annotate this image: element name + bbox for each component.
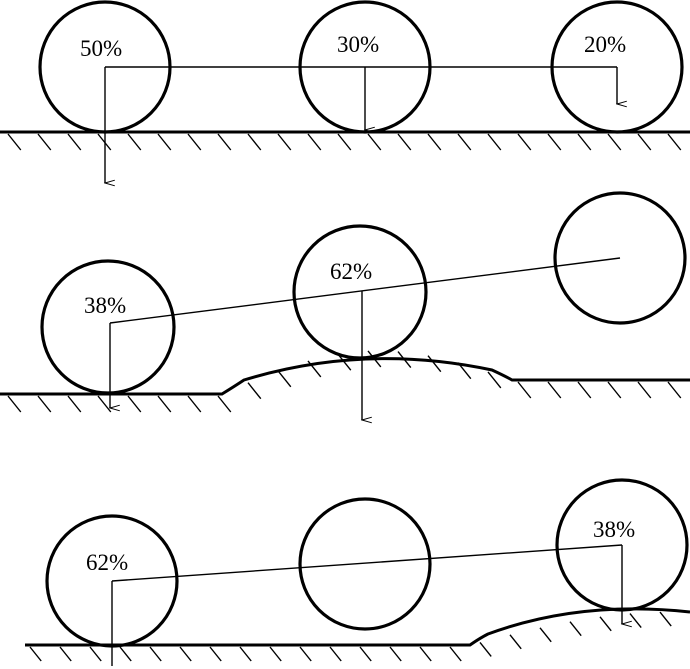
ground-hatch-mark	[89, 646, 102, 662]
ground-hatch-mark	[157, 395, 172, 413]
load-label-middle-middle: 62%	[330, 259, 372, 284]
ground-hatch-mark	[247, 133, 262, 151]
ground-hatch-mark	[329, 646, 342, 662]
ground-hatch-mark	[577, 133, 592, 151]
ground-hatch-mark	[629, 613, 642, 629]
ground-hatch-mark	[427, 355, 442, 373]
ground-hatch-mark	[449, 646, 462, 662]
ground-hatch-mark	[7, 133, 22, 151]
ground-hatch-mark	[517, 133, 532, 151]
ground-hatch-mark	[217, 133, 232, 151]
ground-hatch-mark	[599, 616, 612, 632]
ground-hatch-mark	[337, 133, 352, 151]
ground-hatch-mark	[67, 395, 82, 413]
ground-hatch-mark	[299, 646, 312, 662]
ground-hatch-mark	[37, 395, 52, 413]
ground-hatch-mark	[607, 381, 622, 399]
ground-hatch-mark	[187, 395, 202, 413]
ground-hatch-mark	[239, 646, 252, 662]
ground-hatch-mark	[637, 381, 652, 399]
ground-hatch-mark	[179, 646, 192, 662]
load-label-right-bottom: 38%	[593, 517, 635, 542]
wheel-middle-bottom	[298, 497, 432, 631]
ground-hatch-mark	[547, 133, 562, 151]
ground-hatch-mark	[359, 646, 372, 662]
ground-hatch-mark	[667, 133, 682, 151]
wheel-left-middle	[40, 259, 176, 395]
ground-hatch-mark	[59, 646, 72, 662]
panel-middle: 38% 62%	[0, 191, 690, 420]
ground-hatch-mark	[509, 634, 522, 650]
ground-hatch-mark	[397, 133, 412, 151]
ground-hatch-mark	[247, 382, 262, 400]
ground-bump-middle	[0, 350, 690, 413]
ground-hatch-mark	[389, 646, 402, 662]
ground-hatch-mark	[307, 133, 322, 151]
ground-hatch-mark	[127, 133, 142, 151]
ground-hatch-mark	[397, 351, 412, 368]
ground-hatch-mark	[667, 381, 682, 399]
ground-hatch-mark	[307, 360, 322, 378]
ground-hatch-mark	[539, 627, 552, 643]
ground-hatch-mark	[367, 350, 382, 368]
panel-top: 50% 30% 20%	[0, 0, 690, 183]
load-label-left-bottom: 62%	[86, 550, 128, 575]
ground-hatch-mark	[187, 133, 202, 151]
ground-hatch-mark	[659, 611, 672, 627]
ground-hatch-mark	[367, 133, 382, 151]
ground-hatch-mark	[487, 371, 502, 389]
ground-flat-top	[0, 130, 690, 151]
ground-hatch-mark	[119, 646, 132, 662]
ground-hatch-mark	[149, 646, 162, 662]
ground-hatch-mark	[427, 133, 442, 151]
ground-hatch-mark	[337, 353, 352, 371]
ground-hatch-mark	[217, 395, 232, 413]
ground-hatch-mark	[457, 362, 472, 380]
ground-hatch-mark	[127, 395, 142, 413]
load-label-left-middle: 38%	[84, 293, 126, 318]
ground-hatch-mark	[569, 621, 582, 637]
load-beam-middle	[109, 257, 621, 324]
ground-hatch-mark	[269, 646, 282, 662]
load-beam-bottom	[111, 544, 623, 582]
ground-hatch-mark	[419, 646, 432, 662]
ground-bump-bottom	[25, 607, 690, 662]
ground-hatch-mark	[67, 133, 82, 151]
ground-hatch-mark	[37, 133, 52, 151]
ground-hatch-mark	[277, 370, 292, 388]
ground-hatch-mark	[457, 133, 472, 151]
ground-hatch-mark	[517, 381, 532, 399]
ground-hatch-mark	[97, 395, 112, 413]
ground-hatch-mark	[487, 133, 502, 151]
load-label-left-top: 50%	[80, 36, 122, 61]
wheel-right-middle	[553, 191, 687, 325]
ground-hatch-mark	[157, 133, 172, 151]
ground-hatch-mark	[637, 133, 652, 151]
load-label-middle-top: 30%	[337, 32, 379, 57]
ground-hatch-mark	[7, 395, 22, 413]
ground-hatch-mark	[277, 133, 292, 151]
panel-bottom: 62% 38%	[25, 478, 690, 666]
ground-hatch-mark	[547, 381, 562, 399]
wheel-middle-middle	[292, 224, 428, 360]
ground-hatch-mark	[29, 646, 42, 662]
load-label-right-top: 20%	[584, 32, 626, 57]
ground-hatch-mark	[577, 381, 592, 399]
ground-hatch-mark	[209, 646, 222, 662]
ground-hatch-mark	[479, 641, 492, 657]
ground-hatch-mark	[607, 133, 622, 151]
